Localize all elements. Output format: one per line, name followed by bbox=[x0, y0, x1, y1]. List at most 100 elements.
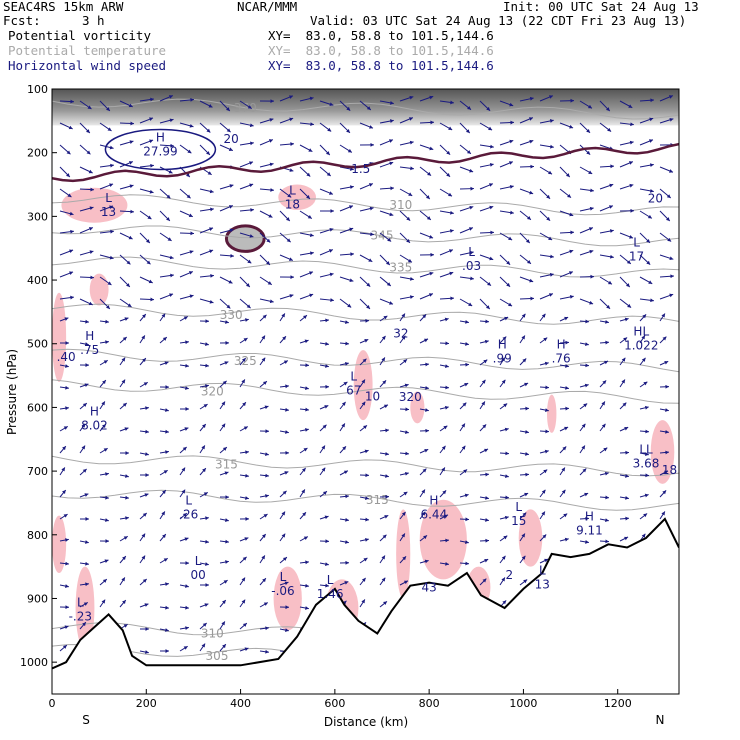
wind-arrowhead bbox=[241, 577, 246, 582]
wind-arrowhead bbox=[105, 319, 109, 324]
wind-arrowhead bbox=[421, 511, 426, 516]
wind-arrowhead bbox=[345, 341, 349, 346]
wind-arrowhead bbox=[244, 537, 249, 541]
wind-arrowhead bbox=[305, 428, 309, 432]
wind-arrowhead bbox=[190, 97, 194, 102]
wind-arrowhead bbox=[221, 423, 226, 428]
theta-contour bbox=[52, 98, 679, 120]
wind-arrowhead bbox=[106, 107, 110, 111]
wind-arrowhead bbox=[224, 361, 229, 365]
wind-arrowhead bbox=[467, 106, 471, 110]
y-tick-label: 800 bbox=[27, 529, 48, 542]
wind-arrowhead bbox=[504, 316, 509, 321]
wind-arrowhead bbox=[603, 447, 608, 452]
wind-arrowhead bbox=[265, 494, 269, 498]
wind-arrowhead bbox=[364, 339, 369, 343]
wind-arrowhead bbox=[570, 230, 574, 235]
wind-arrowhead bbox=[310, 251, 314, 256]
wind-arrowhead bbox=[169, 118, 174, 123]
theta-contour-label: 310 bbox=[201, 627, 224, 641]
wind-arrowhead bbox=[163, 470, 168, 474]
wind-arrowhead bbox=[601, 401, 605, 406]
wind-arrowhead bbox=[482, 424, 487, 429]
x-tick-label: 600 bbox=[324, 697, 345, 710]
wind-arrowhead bbox=[645, 473, 649, 478]
pv-shade-region bbox=[224, 224, 266, 253]
wind-arrowhead bbox=[305, 583, 309, 588]
wind-arrowhead bbox=[224, 471, 229, 476]
wind-arrowhead bbox=[107, 127, 112, 131]
field-xy-potential-temperature: XY= 83.0, 58.8 to 101.5,144.6 bbox=[268, 43, 494, 58]
wind-arrowhead bbox=[225, 518, 229, 522]
extremum-type-label: L bbox=[289, 183, 296, 197]
wind-arrowhead bbox=[665, 429, 669, 434]
wind-arrowhead bbox=[65, 605, 69, 610]
wind-arrowhead bbox=[530, 164, 534, 169]
wind-arrowhead bbox=[265, 452, 269, 456]
wind-arrowhead bbox=[222, 380, 227, 385]
wind-arrowhead bbox=[90, 275, 94, 280]
endpoint-left-label: S bbox=[82, 713, 90, 727]
wind-arrowhead bbox=[285, 384, 289, 389]
wind-arrowhead bbox=[484, 558, 489, 563]
wind-arrowhead bbox=[365, 318, 369, 323]
wind-arrowhead bbox=[261, 357, 266, 362]
wind-arrowhead bbox=[607, 280, 612, 285]
wind-arrowhead bbox=[406, 238, 410, 243]
wind-arrowhead bbox=[569, 249, 574, 254]
wind-arrowhead bbox=[201, 643, 206, 648]
wind-arrowhead bbox=[341, 423, 345, 428]
extremum-value-label: 13 bbox=[535, 578, 550, 592]
wind-arrowhead bbox=[347, 303, 352, 308]
wind-arrowhead bbox=[389, 301, 394, 305]
wind-arrowhead bbox=[389, 161, 394, 166]
y-tick-label: 300 bbox=[27, 210, 48, 223]
wind-arrowhead bbox=[246, 304, 251, 309]
wind-arrowhead bbox=[309, 271, 313, 275]
wind-arrowhead bbox=[284, 471, 289, 475]
wind-arrowhead bbox=[308, 148, 313, 152]
wind-arrowhead bbox=[281, 533, 286, 538]
wind-arrowhead bbox=[303, 536, 308, 540]
wind-arrowhead bbox=[305, 606, 309, 610]
wind-arrowhead bbox=[65, 538, 69, 542]
wind-arrowhead bbox=[265, 649, 269, 654]
wind-arrowhead bbox=[469, 250, 474, 255]
wind-arrowhead bbox=[89, 250, 94, 254]
wind-arrowhead bbox=[305, 560, 309, 565]
wind-arrowhead bbox=[70, 99, 74, 104]
wind-arrowhead bbox=[485, 518, 489, 522]
wind-arrowhead bbox=[468, 302, 473, 306]
wind-arrowhead bbox=[508, 302, 513, 307]
wind-arrowhead bbox=[201, 424, 206, 428]
x-tick-label: 800 bbox=[419, 697, 440, 710]
wind-arrowhead bbox=[102, 380, 106, 385]
wind-arrowhead bbox=[142, 513, 147, 517]
extremum-type-label: H bbox=[90, 404, 99, 418]
wind-arrowhead bbox=[122, 336, 127, 341]
wind-arrowhead bbox=[466, 150, 471, 154]
wind-arrowhead bbox=[345, 540, 349, 544]
wind-arrowhead bbox=[268, 139, 273, 143]
wind-arrowhead bbox=[185, 386, 189, 390]
wind-arrowhead bbox=[366, 282, 371, 287]
wind-arrowhead bbox=[285, 407, 289, 412]
wind-arrowhead bbox=[121, 577, 125, 582]
y-tick-label: 200 bbox=[27, 147, 48, 160]
wind-arrowhead bbox=[241, 379, 245, 384]
field-xy-potential-vorticity: XY= 83.0, 58.8 to 101.5,144.6 bbox=[268, 28, 494, 43]
wind-arrowhead bbox=[625, 474, 629, 478]
theta-contour-label: 310 bbox=[389, 198, 412, 212]
y-tick-label: 900 bbox=[27, 592, 48, 605]
wind-arrowhead bbox=[625, 495, 629, 500]
wind-arrowhead bbox=[390, 186, 394, 191]
extremum-type-label: L bbox=[280, 570, 287, 584]
wind-arrowhead bbox=[185, 561, 189, 565]
wind-arrowhead bbox=[581, 423, 586, 428]
wind-arrowhead bbox=[544, 558, 549, 563]
wind-arrowhead bbox=[361, 401, 366, 406]
wind-arrowhead bbox=[525, 239, 530, 244]
wind-arrowhead bbox=[629, 183, 634, 188]
wind-arrowhead bbox=[524, 382, 529, 387]
wind-arrowhead bbox=[205, 539, 209, 544]
